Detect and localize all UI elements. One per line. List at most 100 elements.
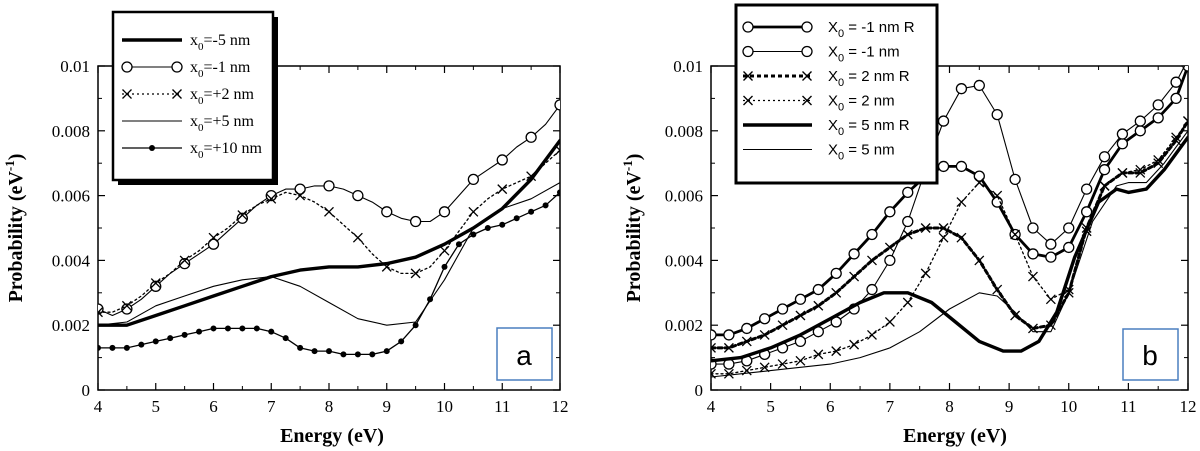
y-tick-label: 0 [82,381,91,400]
legend-label: x0=+10 nm [190,140,263,161]
legend-label-main: x [190,86,198,103]
legend-item: X0 = 2 nm [743,93,895,114]
cross-stroke [743,71,753,81]
legend-label-sub: 0 [198,122,204,134]
cross-stroke [410,268,421,279]
data-point-circle-marker [902,186,914,199]
legend-label-sub: 0 [838,53,844,65]
cross-stroke [1010,310,1021,321]
cross-stroke [1153,158,1164,169]
legend-label-sub: 0 [838,151,844,163]
x-axis-label: Energy (eV) [280,425,384,447]
legend-label-sub: 0 [838,126,844,138]
data-point-circle-marker [759,313,771,325]
legend-swatch-cross-marker [802,71,812,81]
cross-stroke [902,229,913,240]
data-point-circle-marker [1116,138,1129,150]
legend-swatch-cross-marker [172,89,182,99]
cross-stroke [526,171,537,182]
data-point-cross-marker [150,278,161,289]
data-point-dot-marker [470,231,477,238]
y-tick-label: 0.004 [665,251,704,270]
y-axis-label-sup: -1 [620,160,635,171]
data-point-circle-marker [812,283,824,296]
cross-stroke [1010,229,1021,240]
data-point-circle-marker [236,212,249,224]
data-point-cross-marker [1117,167,1128,178]
data-point-cross-marker [1135,164,1146,175]
panel-tag-label: a [516,340,532,371]
y-tick-label: 0.008 [665,122,703,141]
cross-stroke [759,329,770,340]
data-point-cross-marker [381,261,392,272]
data-point-cross-marker [1028,271,1038,282]
legend-label-main: X [828,68,838,85]
data-point-circle-marker [1152,112,1164,124]
data-point-circle-marker [467,173,480,186]
data-point-circle-marker [438,206,451,218]
cross-stroke [295,190,306,201]
data-point-circle-marker [884,254,896,267]
data-point-dot-marker [326,348,332,355]
data-point-cross-marker [723,342,734,353]
data-point-cross-marker [208,232,219,243]
legend-swatch-circle-marker [742,45,754,58]
x-tick-label: 9 [383,397,392,416]
data-point-dot-marker [441,263,448,270]
y-tick-label: 0 [695,381,704,400]
cross-stroke [849,271,860,282]
cross-stroke [759,362,770,373]
cross-stroke [831,346,842,357]
data-point-dot-marker [513,215,520,222]
data-point-cross-marker [831,346,842,357]
legend-label-tail: = 2 nm R [844,68,910,85]
cross-stroke [867,329,877,340]
data-point-circle-marker [554,99,560,111]
data-point-circle-marker [1045,238,1057,250]
x-tick-label: 8 [325,397,334,416]
cross-stroke [938,223,949,233]
cross-stroke [208,232,219,243]
data-point-cross-marker [867,329,877,340]
data-point-dot-marker [484,225,491,231]
legend-label: x0=+5 nm [190,113,255,134]
data-point-dot-marker [455,241,462,248]
x-tick-label: 4 [707,397,716,416]
cross-stroke [1135,167,1146,178]
legend-label-tail: = 5 nm R [844,117,910,134]
data-point-dot-marker [224,325,231,332]
legend-label: x0=-1 nm [190,59,251,80]
series-line [711,66,1188,337]
legend-label-tail: =+2 nm [204,86,255,103]
data-point-cross-marker [884,317,895,327]
legend-label-sub: 0 [838,28,844,40]
data-point-cross-marker [777,320,788,331]
data-point-circle-marker [1063,222,1075,234]
legend-item: X0 = 2 nm R [743,68,910,89]
series-6 [711,130,1188,378]
cross-stroke [266,193,277,204]
cross-stroke [439,245,450,256]
x-tick-label: 12 [552,397,569,416]
y-tick-label: 0.002 [665,316,703,335]
data-point-cross-marker [938,232,949,243]
x-tick-label: 6 [209,397,218,416]
data-point-circle-marker [937,115,950,127]
data-point-cross-marker [956,197,967,208]
y-tick-label: 0.006 [665,187,703,206]
legend-swatch-cross-marker [743,95,753,106]
data-point-circle-marker [1027,222,1039,234]
cross-stroke [122,89,132,99]
data-point-circle-marker [1152,99,1164,111]
cross-stroke [381,261,392,272]
cross-stroke [741,336,752,347]
data-point-dot-marker [98,344,101,351]
cross-stroke [711,342,716,349]
cross-stroke [802,71,812,81]
cross-stroke [150,278,161,289]
legend-label-sub: 0 [838,77,844,89]
cross-stroke [743,95,753,106]
data-point-dot-marker [123,344,130,351]
data-point-cross-marker [98,307,103,318]
